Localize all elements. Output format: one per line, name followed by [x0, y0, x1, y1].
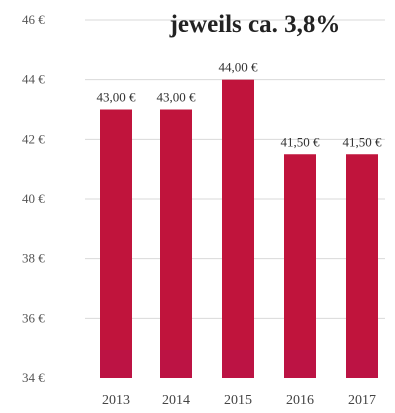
y-tick-label: 38 € [22, 251, 45, 266]
bar-base-shade [222, 350, 254, 378]
bar [222, 79, 254, 379]
y-tick-label: 46 € [22, 12, 45, 27]
x-tick-label: 2016 [286, 393, 314, 408]
bars [100, 79, 378, 379]
data-label: 43,00 € [97, 90, 137, 105]
x-tick-label: 2013 [102, 393, 130, 408]
bar-base-shade [160, 350, 192, 378]
bar-base-shade [100, 350, 132, 378]
y-axis-ticks: 34 € 36 € 38 € 40 € 42 € 44 € 46 € [22, 12, 45, 385]
x-tick-label: 2014 [162, 393, 190, 408]
bar [160, 109, 192, 378]
bar [346, 154, 378, 378]
data-label: 41,50 € [343, 134, 383, 149]
bar [284, 154, 316, 378]
x-tick-label: 2017 [348, 393, 376, 408]
data-label: 43,00 € [157, 90, 197, 105]
chart-title: jeweils ca. 3,8% [169, 11, 341, 38]
bar-base-shade [284, 350, 316, 378]
x-axis-ticks: 2013 2014 2015 2016 2017 [102, 393, 376, 408]
x-tick-label: 2015 [224, 393, 252, 408]
y-tick-label: 44 € [22, 72, 45, 87]
y-tick-label: 34 € [22, 370, 45, 385]
data-label: 41,50 € [281, 134, 321, 149]
data-labels: 43,00 € 43,00 € 44,00 € 41,50 € 41,50 € [97, 60, 383, 150]
y-tick-label: 40 € [22, 191, 45, 206]
bar-base-shade [346, 350, 378, 378]
y-tick-label: 42 € [22, 131, 45, 146]
data-label: 44,00 € [219, 60, 259, 75]
bar [100, 109, 132, 378]
y-tick-label: 36 € [22, 310, 45, 325]
